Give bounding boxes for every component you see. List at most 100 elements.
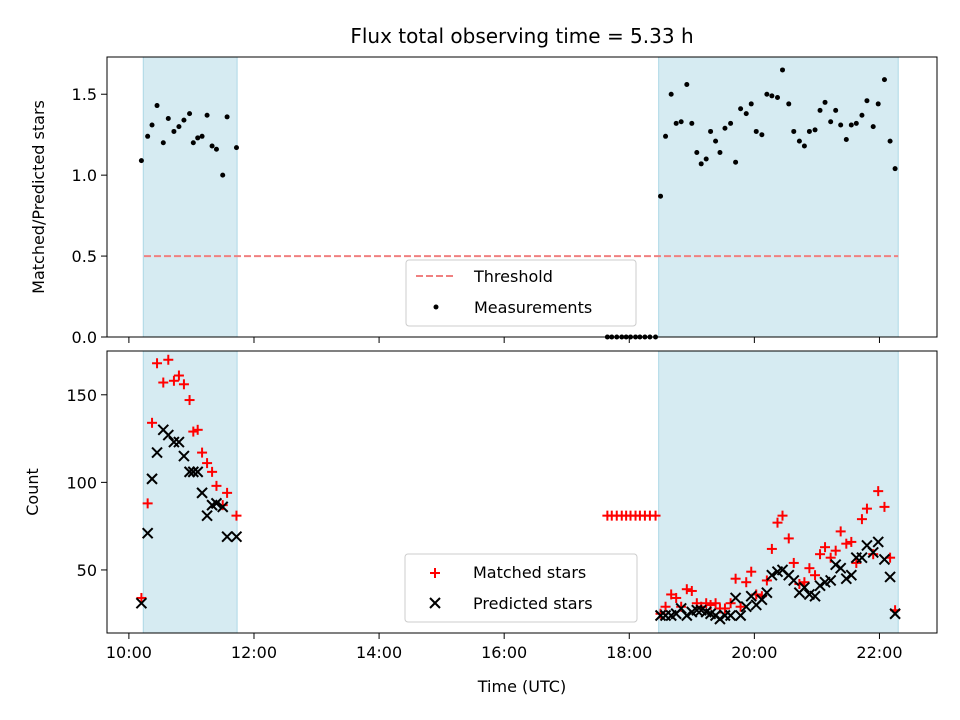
matched-star-point bbox=[815, 549, 826, 560]
x-b bbox=[788, 574, 800, 587]
measurement-point bbox=[171, 128, 177, 134]
matched-star-point bbox=[660, 601, 671, 612]
matched-star-point bbox=[856, 514, 867, 525]
x-b bbox=[173, 436, 185, 448]
matched-star-point bbox=[207, 466, 218, 477]
measurement-point bbox=[881, 77, 887, 83]
chart-title: Flux total observing time = 5.33 h bbox=[350, 24, 693, 48]
matched-star-point bbox=[766, 543, 777, 554]
x-b bbox=[783, 569, 795, 581]
x-b bbox=[183, 466, 196, 478]
measurement-point bbox=[759, 132, 765, 138]
predicted-star-point bbox=[210, 497, 223, 510]
matched-star-point bbox=[147, 417, 158, 428]
matched-star-point bbox=[835, 526, 846, 537]
measurement-point bbox=[663, 133, 669, 139]
x-b bbox=[429, 597, 441, 609]
matched-star-point bbox=[168, 375, 179, 386]
x-b bbox=[734, 609, 747, 622]
matched-star-point bbox=[686, 585, 697, 596]
measurement-point bbox=[673, 120, 679, 126]
matched-star-point bbox=[861, 503, 872, 514]
matched-star-point bbox=[202, 458, 213, 469]
measurement-point bbox=[870, 124, 876, 130]
x-b bbox=[178, 450, 190, 462]
x-b bbox=[162, 429, 175, 441]
x-b bbox=[845, 569, 858, 581]
predicted-star-point bbox=[151, 446, 163, 459]
y-tick-label: 100 bbox=[66, 473, 97, 492]
measurement-point bbox=[728, 120, 734, 126]
top-legend: Threshold Measurements bbox=[405, 259, 637, 327]
x-axis-label: Time (UTC) bbox=[477, 677, 566, 696]
x-b bbox=[168, 436, 180, 448]
measurement-point bbox=[204, 112, 210, 118]
measurement-point bbox=[165, 116, 171, 122]
measurement-point bbox=[138, 158, 144, 164]
x-b bbox=[766, 569, 778, 581]
measurement-point bbox=[713, 138, 719, 144]
x-b bbox=[803, 588, 816, 601]
predicted-star-point bbox=[183, 466, 196, 478]
matched-star-point bbox=[178, 379, 189, 390]
top-y-ticks: 0.0 0.5 1.0 1.5 bbox=[72, 85, 107, 347]
measurement-point bbox=[875, 101, 881, 107]
predicted-star-point bbox=[829, 558, 842, 571]
measurement-point bbox=[753, 128, 759, 134]
measurement-point bbox=[708, 128, 714, 134]
predicted-star-point bbox=[878, 553, 891, 566]
measurement-point bbox=[233, 145, 239, 151]
legend-measurements-label: Measurements bbox=[474, 298, 592, 317]
predicted-star-point bbox=[840, 572, 853, 585]
x-b bbox=[809, 590, 821, 602]
measurement-point bbox=[864, 98, 870, 104]
predicted-star-point bbox=[135, 597, 148, 609]
matched-star-point bbox=[719, 603, 730, 614]
x-b bbox=[700, 606, 712, 618]
bottom-x-ticks: 10:00 12:00 14:00 16:00 18:00 20:00 22:00 bbox=[106, 633, 903, 662]
predicted-star-point bbox=[201, 509, 213, 522]
measurement-point bbox=[828, 119, 834, 125]
predicted-star-point bbox=[221, 530, 233, 543]
measurement-point bbox=[722, 125, 728, 131]
matched-star-point bbox=[184, 395, 195, 406]
measurement-point bbox=[190, 140, 196, 146]
legend-matched-label: Matched stars bbox=[473, 563, 586, 582]
predicted-star-point bbox=[654, 609, 667, 622]
x-tick-label: 20:00 bbox=[731, 643, 777, 662]
matched-star-point bbox=[783, 533, 794, 544]
matched-star-point bbox=[142, 498, 153, 509]
x-b bbox=[761, 587, 773, 599]
measurement-point bbox=[791, 128, 797, 134]
legend-threshold-label: Threshold bbox=[473, 267, 553, 286]
x-b bbox=[884, 571, 896, 583]
predicted-star-point bbox=[845, 569, 858, 581]
x-b bbox=[691, 604, 703, 616]
bottom-legend: Matched stars Predicted stars bbox=[404, 553, 638, 623]
x-tick-label: 22:00 bbox=[856, 643, 902, 662]
observing-window-0 bbox=[142, 56, 238, 338]
x-b bbox=[201, 509, 213, 522]
predicted-star-point bbox=[196, 487, 208, 499]
matched-star-point bbox=[730, 573, 741, 584]
x-b bbox=[217, 501, 229, 513]
matched-stars-points bbox=[136, 354, 901, 619]
predicted-star-point bbox=[756, 594, 768, 606]
predicted-star-point bbox=[856, 551, 868, 564]
measurement-point bbox=[887, 138, 893, 144]
top-panel: 0.0 0.5 1.0 1.5 Matched/Predicted stars Thr… bbox=[29, 56, 938, 347]
measurement-point bbox=[181, 117, 187, 123]
matched-star-point bbox=[211, 480, 222, 491]
x-b bbox=[191, 466, 204, 478]
x-tick-label: 18:00 bbox=[606, 643, 652, 662]
legend-plus bbox=[430, 568, 440, 578]
x-b bbox=[756, 594, 768, 606]
observing-window-1 bbox=[658, 350, 899, 634]
measurement-point bbox=[199, 133, 205, 139]
measurement-point bbox=[843, 137, 849, 143]
measurement-point bbox=[689, 120, 695, 126]
measurement-point bbox=[678, 119, 684, 125]
measurement-point bbox=[187, 111, 193, 117]
matched-star-point bbox=[799, 577, 810, 588]
